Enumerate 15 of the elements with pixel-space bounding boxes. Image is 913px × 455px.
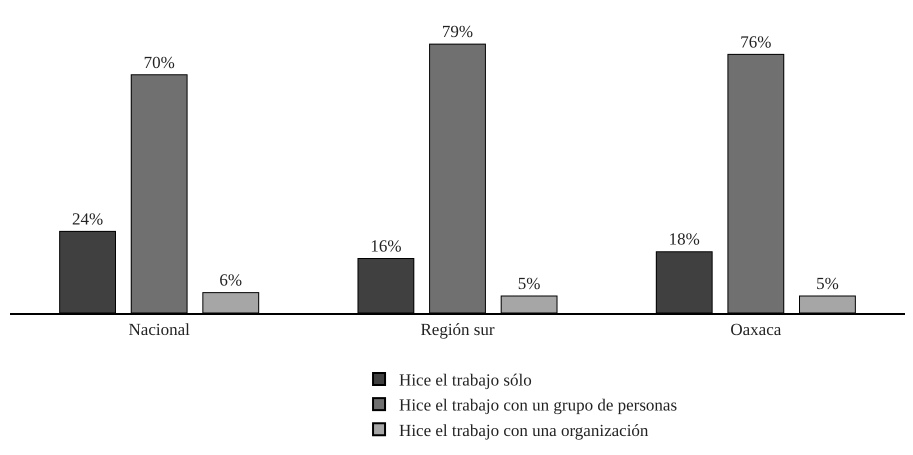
x-tick-label: Oaxaca [730, 320, 782, 340]
data-label: 6% [219, 270, 242, 290]
legend-label: Hice el trabajo con una organización [399, 420, 649, 440]
data-label: 5% [518, 274, 540, 293]
legend-label: Hice el trabajo con un grupo de personas [399, 396, 678, 415]
data-label: 24% [72, 209, 104, 228]
x-tick-label: Región sur [420, 320, 495, 340]
data-label: 16% [370, 236, 402, 256]
data-label: 70% [144, 52, 175, 72]
x-tick-label: Nacional [128, 320, 190, 340]
legend-label: Hice el trabajo sólo [399, 370, 532, 390]
data-label: 18% [668, 230, 700, 249]
data-label: 79% [442, 22, 474, 42]
data-label: 5% [816, 274, 839, 293]
data-label: 76% [740, 32, 772, 52]
